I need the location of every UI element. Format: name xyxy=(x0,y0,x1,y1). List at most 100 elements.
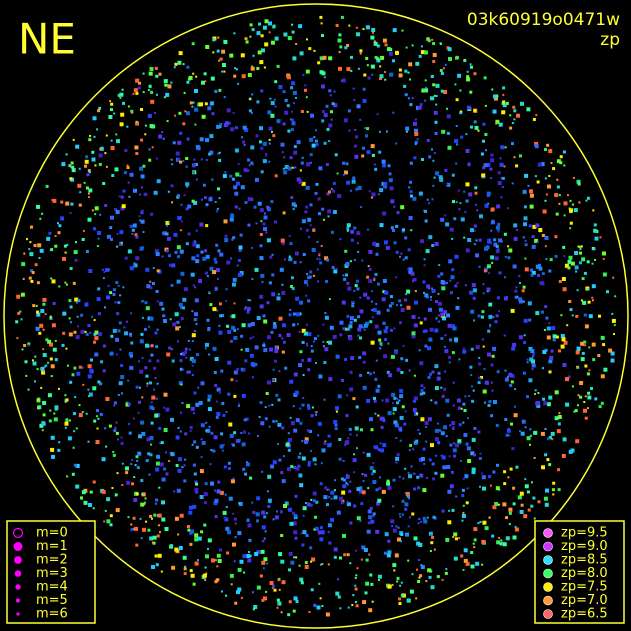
star xyxy=(400,371,404,374)
star xyxy=(179,160,183,164)
star xyxy=(423,317,427,321)
star xyxy=(356,487,361,492)
star xyxy=(497,222,501,226)
star xyxy=(473,120,477,124)
star xyxy=(104,204,108,207)
star xyxy=(367,371,370,374)
star xyxy=(563,214,566,217)
star xyxy=(478,376,480,379)
star xyxy=(435,300,438,304)
star xyxy=(579,261,582,265)
star xyxy=(283,32,288,37)
star xyxy=(399,540,402,543)
star xyxy=(591,284,596,289)
star xyxy=(453,454,457,458)
star xyxy=(417,429,420,431)
star xyxy=(205,224,209,228)
star xyxy=(430,96,435,101)
star xyxy=(87,192,90,195)
star xyxy=(352,176,356,180)
star xyxy=(284,98,288,102)
star xyxy=(269,255,273,259)
star xyxy=(270,113,275,118)
star xyxy=(253,205,257,209)
star xyxy=(240,596,243,599)
star xyxy=(377,574,382,579)
star xyxy=(492,109,497,114)
star xyxy=(312,274,315,277)
star xyxy=(441,286,446,291)
star xyxy=(346,500,349,503)
star xyxy=(414,128,418,133)
star xyxy=(346,394,349,397)
star xyxy=(362,385,367,390)
star xyxy=(185,242,189,246)
star xyxy=(351,179,356,184)
star xyxy=(482,122,486,126)
star xyxy=(360,206,363,209)
star xyxy=(301,440,304,442)
star xyxy=(156,269,160,273)
star xyxy=(431,287,433,290)
star xyxy=(259,208,264,213)
star xyxy=(293,392,298,397)
star xyxy=(326,503,329,507)
star xyxy=(503,165,506,168)
star xyxy=(513,223,518,228)
star xyxy=(200,438,203,441)
star xyxy=(511,142,514,146)
star xyxy=(88,171,91,174)
star xyxy=(204,482,208,486)
star xyxy=(224,234,228,238)
star xyxy=(292,465,296,469)
star xyxy=(564,263,569,268)
star xyxy=(250,322,255,326)
star xyxy=(215,400,218,403)
star xyxy=(391,583,394,586)
star xyxy=(577,394,580,397)
star xyxy=(36,312,41,317)
star xyxy=(534,393,536,395)
star xyxy=(243,168,248,173)
star xyxy=(371,28,376,32)
star xyxy=(466,105,471,110)
star xyxy=(50,375,53,378)
star xyxy=(356,32,360,37)
star xyxy=(544,428,547,430)
star xyxy=(260,220,263,223)
star xyxy=(368,515,373,520)
star xyxy=(344,440,349,445)
star xyxy=(361,473,364,476)
star xyxy=(356,516,361,521)
star xyxy=(374,412,377,415)
star xyxy=(251,376,254,379)
star xyxy=(454,337,458,342)
star xyxy=(579,245,582,248)
star xyxy=(85,250,89,253)
star xyxy=(497,228,500,231)
star xyxy=(495,119,500,124)
star xyxy=(308,611,311,613)
star xyxy=(462,568,465,571)
star xyxy=(375,303,378,305)
star xyxy=(309,503,313,507)
star xyxy=(78,404,81,407)
star xyxy=(280,510,283,514)
star xyxy=(499,542,503,546)
star xyxy=(419,361,424,366)
star xyxy=(410,194,413,198)
star xyxy=(524,239,527,242)
star xyxy=(58,285,61,288)
star xyxy=(576,365,579,368)
star xyxy=(119,96,122,99)
star xyxy=(526,436,531,441)
star xyxy=(66,364,69,367)
star xyxy=(335,268,338,270)
star xyxy=(114,167,119,172)
star xyxy=(537,392,540,394)
star xyxy=(529,268,533,272)
star xyxy=(387,486,392,490)
star xyxy=(139,517,142,520)
star xyxy=(591,342,596,347)
star xyxy=(127,402,131,406)
